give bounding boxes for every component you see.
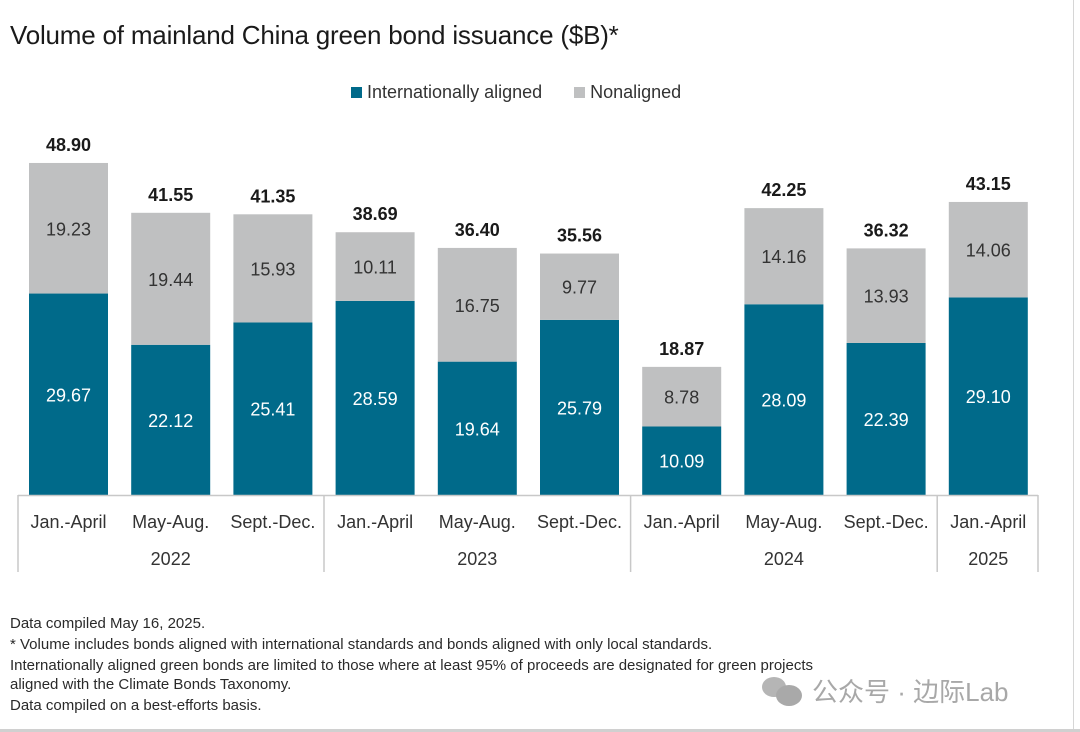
bar-nonaligned	[948, 201, 1028, 298]
wechat-icon	[762, 675, 806, 707]
bar-internationally-aligned	[642, 426, 722, 495]
bar-internationally-aligned	[233, 322, 313, 495]
x-tick-label: May-Aug.	[439, 512, 516, 532]
chart-legend: Internationally aligned Nonaligned	[351, 82, 713, 103]
bar-nonaligned	[744, 208, 824, 305]
bar-nonaligned	[335, 232, 415, 301]
data-label-internationally-aligned: 29.67	[46, 385, 91, 405]
x-tick-label: Sept.-Dec.	[230, 512, 315, 532]
total-label: 36.40	[455, 220, 500, 240]
x-group-label: 2025	[968, 549, 1008, 569]
bar-internationally-aligned	[744, 304, 824, 495]
bar-internationally-aligned	[335, 300, 415, 495]
bar-nonaligned	[540, 253, 619, 320]
bar-internationally-aligned	[437, 361, 517, 495]
bar-internationally-aligned	[948, 297, 1028, 495]
watermark: 公众号 · 边际Lab	[762, 672, 1009, 709]
x-group-label: 2023	[457, 549, 497, 569]
bar-internationally-aligned	[846, 342, 926, 495]
bar-internationally-aligned	[29, 293, 108, 495]
total-label: 35.56	[557, 226, 602, 246]
total-label: 42.25	[761, 180, 806, 200]
x-tick-label: Jan.-April	[337, 512, 413, 532]
data-label-internationally-aligned: 25.41	[250, 400, 295, 420]
bar-nonaligned	[29, 162, 108, 294]
data-label-nonaligned: 10.11	[353, 258, 397, 278]
x-tick-label: Sept.-Dec.	[844, 512, 929, 532]
chart-footer: Data compiled May 16, 2025. * Volume inc…	[10, 614, 813, 715]
x-tick-label: Sept.-Dec.	[537, 512, 622, 532]
data-label-internationally-aligned: 22.12	[148, 411, 193, 431]
data-label-internationally-aligned: 10.09	[659, 452, 704, 472]
data-label-internationally-aligned: 29.10	[966, 387, 1011, 407]
x-tick-label: Jan.-April	[644, 512, 720, 532]
data-label-internationally-aligned: 25.79	[557, 398, 602, 418]
bar-nonaligned	[233, 214, 313, 323]
data-label-internationally-aligned: 28.09	[761, 391, 806, 411]
legend-label-nonaligned: Nonaligned	[590, 82, 682, 102]
footer-best-efforts-note: Data compiled on a best-efforts basis.	[10, 697, 262, 714]
frame-right-border	[1073, 0, 1074, 732]
bar-internationally-aligned	[131, 344, 211, 495]
data-label-nonaligned: 14.06	[966, 241, 1011, 261]
total-label: 48.90	[46, 135, 91, 155]
footer-aligned-note-2: aligned with the Climate Bonds Taxonomy.	[10, 676, 292, 693]
data-label-internationally-aligned: 28.59	[353, 389, 398, 409]
footer-volume-note: * Volume includes bonds aligned with int…	[10, 636, 713, 653]
total-label: 38.69	[353, 204, 398, 224]
bar-nonaligned	[846, 248, 926, 343]
total-label: 43.15	[966, 174, 1011, 194]
watermark-text: 公众号 · 边际Lab	[812, 677, 1009, 707]
data-label-nonaligned: 19.23	[46, 219, 91, 239]
data-label-nonaligned: 16.75	[455, 296, 500, 316]
legend-label-internationally-aligned: Internationally aligned	[367, 82, 543, 102]
legend-swatch-internationally-aligned	[351, 87, 362, 98]
total-label: 18.87	[659, 339, 704, 359]
bar-nonaligned	[437, 247, 517, 362]
data-label-internationally-aligned: 22.39	[864, 410, 909, 430]
data-label-nonaligned: 14.16	[761, 247, 806, 267]
stacked-bar-chart: 29.67 19.23 48.90 Jan.-April 22.12 19.44 41.55…	[17, 135, 1039, 572]
bar-nonaligned	[131, 212, 211, 345]
data-label-nonaligned: 9.77	[562, 278, 597, 298]
data-label-internationally-aligned: 19.64	[455, 419, 500, 439]
data-label-nonaligned: 8.78	[664, 388, 699, 408]
x-group-label: 2022	[151, 549, 191, 569]
data-label-nonaligned: 15.93	[250, 259, 295, 279]
x-tick-label: May-Aug.	[132, 512, 209, 532]
total-label: 41.35	[250, 186, 295, 206]
legend-item-internationally-aligned: Internationally aligned	[351, 82, 542, 103]
x-group-label: 2024	[764, 549, 804, 569]
legend-item-nonaligned: Nonaligned	[574, 82, 681, 103]
total-label: 36.32	[864, 220, 909, 240]
data-label-nonaligned: 19.44	[148, 270, 193, 290]
chart-title: Volume of mainland China green bond issu…	[10, 20, 619, 50]
total-label: 41.55	[148, 185, 193, 205]
footer-aligned-note-1: Internationally aligned green bonds are …	[10, 657, 813, 674]
bar-internationally-aligned	[540, 319, 619, 495]
frame-bottom-border	[0, 729, 1080, 732]
data-label-nonaligned: 13.93	[864, 287, 909, 307]
x-tick-label: Jan.-April	[950, 512, 1026, 532]
x-tick-label: Jan.-April	[30, 512, 106, 532]
x-tick-label: May-Aug.	[745, 512, 822, 532]
legend-swatch-nonaligned	[574, 87, 586, 98]
bar-nonaligned	[642, 366, 722, 427]
footer-compiled-date: Data compiled May 16, 2025.	[10, 615, 206, 632]
